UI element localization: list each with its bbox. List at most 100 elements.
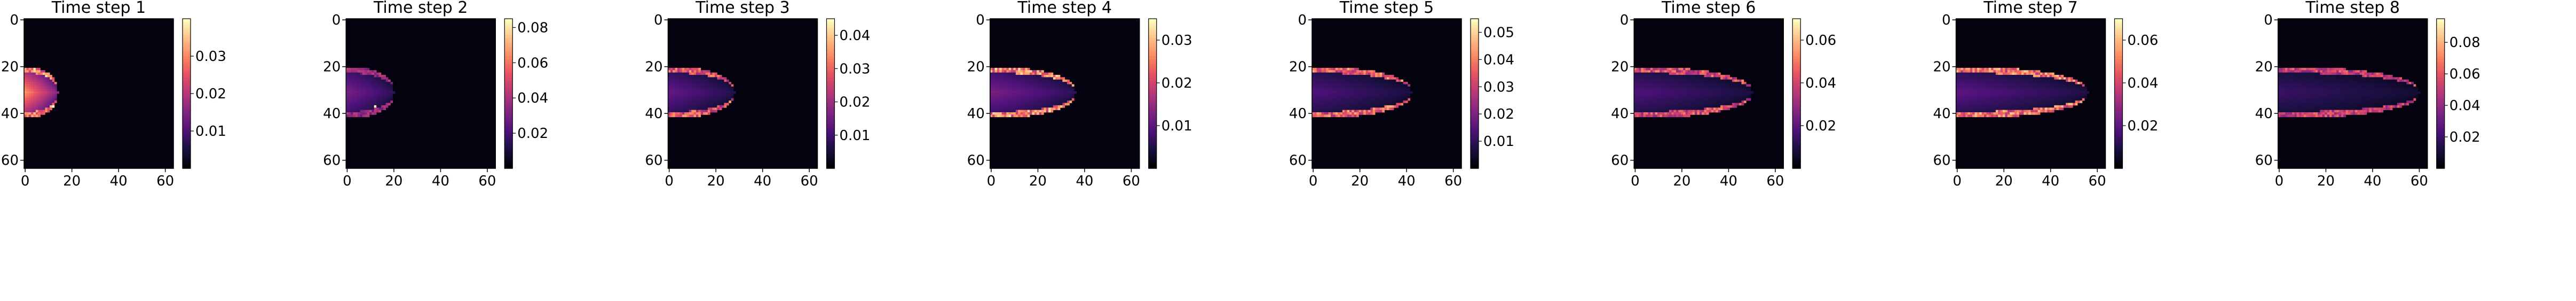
heatmap-cell xyxy=(999,103,1002,106)
heatmap-cell xyxy=(717,91,720,94)
heatmap-cell xyxy=(1958,114,1961,118)
colorbar-segment xyxy=(1148,51,1157,54)
heatmap-cell xyxy=(1041,77,1044,80)
heatmap-cell xyxy=(1023,98,1025,101)
heatmap-cell xyxy=(1328,107,1331,111)
heatmap-cell xyxy=(997,67,1000,71)
heatmap-cell xyxy=(1025,82,1028,84)
heatmap-cell xyxy=(1391,89,1394,92)
heatmap-cell xyxy=(43,105,45,108)
heatmap-cell xyxy=(1673,75,1677,78)
heatmap-cell xyxy=(1321,101,1324,103)
heatmap-cell xyxy=(2012,101,2015,103)
heatmap-cell xyxy=(1333,91,1336,94)
heatmap-cell xyxy=(1746,86,1749,89)
heatmap-cell xyxy=(1312,107,1315,111)
heatmap-cell xyxy=(1403,101,1406,103)
colorbar-segment xyxy=(1792,131,1801,134)
heatmap-cell xyxy=(362,67,365,71)
heatmap-cell xyxy=(1970,114,1973,118)
heatmap-cell xyxy=(1006,86,1009,89)
heatmap-cell xyxy=(1986,110,1989,113)
heatmap-cell xyxy=(2007,114,2010,118)
heatmap-cell xyxy=(1015,98,1018,101)
colorbar-segment xyxy=(504,51,513,54)
heatmap-cell xyxy=(1697,105,1700,108)
heatmap-cell xyxy=(1713,79,1716,82)
heatmap-cell xyxy=(2044,89,2048,92)
x-tick-label: 20 xyxy=(1995,173,2013,189)
heatmap-cell xyxy=(367,110,370,113)
heatmap-cell xyxy=(1347,94,1350,96)
heatmap-cell xyxy=(2014,105,2017,108)
heatmap-cell xyxy=(1365,112,1369,115)
heatmap-cell xyxy=(1382,98,1385,101)
heatmap-cell xyxy=(1018,96,1021,99)
heatmap-cell xyxy=(2047,91,2050,94)
heatmap-cell xyxy=(1064,79,1068,82)
colorbar-segment xyxy=(183,150,191,153)
heatmap-cell xyxy=(673,96,676,99)
heatmap-cell xyxy=(1702,96,1704,99)
heatmap-cell xyxy=(1974,101,1978,103)
heatmap-cell xyxy=(1050,105,1054,108)
heatmap-cell xyxy=(1718,96,1721,99)
heatmap-cell xyxy=(1039,72,1042,75)
heatmap-cell xyxy=(1067,84,1070,87)
heatmap-cell xyxy=(668,101,671,103)
heatmap-cell xyxy=(388,96,391,99)
heatmap-cell xyxy=(710,96,713,99)
heatmap-cell xyxy=(1704,79,1707,82)
heatmap-cell xyxy=(1321,77,1324,80)
heatmap-cell xyxy=(1321,79,1324,82)
heatmap-cell xyxy=(707,94,710,96)
colorbar-segment xyxy=(1148,35,1157,38)
heatmap-cell xyxy=(1683,72,1686,75)
heatmap-cell xyxy=(365,84,368,87)
heatmap-cell xyxy=(719,75,722,78)
heatmap-cell xyxy=(2035,72,2038,75)
heatmap-cell xyxy=(1683,101,1686,103)
heatmap-cell xyxy=(355,82,358,84)
heatmap-cell xyxy=(1044,89,1047,92)
heatmap-cell xyxy=(1692,103,1695,106)
heatmap-cell xyxy=(1358,96,1362,99)
heatmap-cell xyxy=(1648,105,1651,108)
colorbar-segment xyxy=(504,136,513,140)
heatmap-cell xyxy=(1046,101,1049,103)
heatmap-cell xyxy=(1664,77,1667,80)
heatmap-cell xyxy=(1683,112,1686,115)
heatmap-cell xyxy=(1993,86,1996,89)
heatmap-cell xyxy=(2012,67,2015,71)
heatmap-cell xyxy=(1956,98,1959,101)
heatmap-cell xyxy=(675,89,678,92)
heatmap-cell xyxy=(1358,103,1362,106)
heatmap-cell xyxy=(1666,91,1670,94)
heatmap-cell xyxy=(1653,114,1656,118)
heatmap-cell xyxy=(1004,98,1007,101)
heatmap-cell xyxy=(1641,70,1644,73)
heatmap-cell xyxy=(372,96,375,99)
heatmap-cell xyxy=(722,89,724,92)
heatmap-cell xyxy=(1998,107,2001,111)
heatmap-cell xyxy=(1671,94,1674,96)
heatmap-cell xyxy=(1991,70,1994,73)
heatmap-cell xyxy=(1660,112,1663,115)
heatmap-cell xyxy=(1316,105,1319,108)
colorbar-segment xyxy=(183,160,191,164)
heatmap-cell xyxy=(1643,91,1646,94)
heatmap-cell xyxy=(1741,89,1744,92)
heatmap-cell xyxy=(2000,114,2003,118)
heatmap-cell xyxy=(698,79,701,82)
heatmap-cell xyxy=(717,103,720,106)
heatmap-cell xyxy=(1660,91,1663,94)
heatmap-cell xyxy=(26,112,29,115)
heatmap-cell xyxy=(1356,67,1359,71)
heatmap-cell xyxy=(689,103,692,106)
heatmap-cell xyxy=(1006,77,1009,80)
heatmap-cell xyxy=(2021,98,2024,101)
heatmap-cell xyxy=(684,96,687,99)
y-tick-label: 60 xyxy=(1,153,19,169)
